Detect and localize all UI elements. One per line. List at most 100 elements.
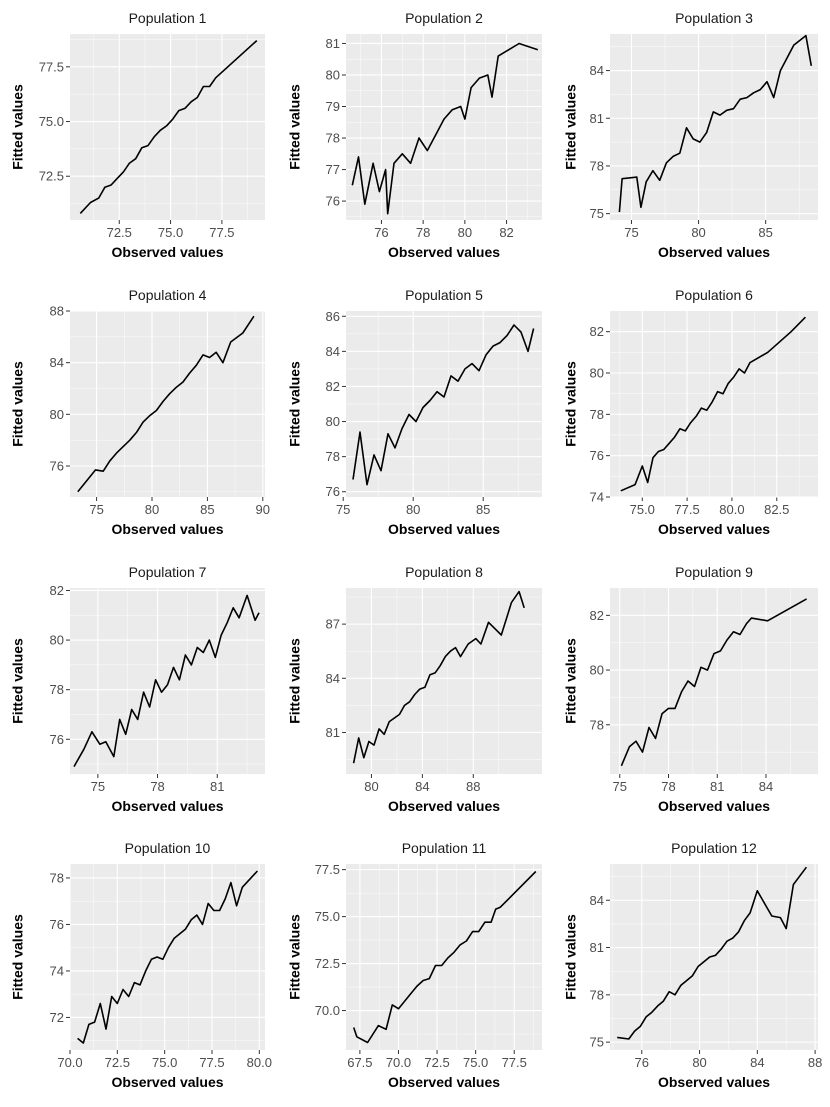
y-tick-label: 84 [50, 355, 64, 370]
panel-11: 67.5 70.0 72.5 75.0 77.5 70.0 72.5 75.0 77.5 Popu… [287, 840, 542, 1090]
panel-5: 75 80 85 76 78 80 82 84 86 Population 5 Observed v… [287, 287, 542, 537]
panel-title: Population 10 [125, 840, 211, 856]
y-axis-label: Fitted values [10, 84, 26, 170]
panel-background [610, 34, 818, 220]
series-line [617, 866, 808, 1040]
panel-title: Population 7 [129, 564, 207, 580]
x-axis-label: Observed values [658, 798, 770, 814]
x-axis-label: Observed values [658, 1074, 770, 1090]
x-tick-label: 77.5 [502, 1055, 527, 1070]
y-tick-label: 76 [50, 459, 64, 474]
y-tick-label: 76 [50, 917, 64, 932]
y-tick-label: 77.5 [315, 862, 340, 877]
x-tick-label: 78 [661, 779, 675, 794]
panel-2: 76 78 80 82 76 77 78 79 80 81 Population 2 Observed… [287, 10, 542, 260]
y-tick-label: 84 [590, 63, 604, 78]
x-axis-label: Observed values [388, 1074, 500, 1090]
y-tick-label: 77.5 [39, 59, 64, 74]
x-tick-label: 78 [416, 225, 430, 240]
y-tick-label: 80 [50, 633, 64, 648]
x-tick-label: 72.5 [105, 1055, 130, 1070]
y-tick-label: 80 [50, 407, 64, 422]
panel-title: Population 5 [405, 287, 483, 303]
y-tick-label: 75 [590, 1035, 604, 1050]
series-line [620, 598, 807, 767]
panel-title: Population 11 [402, 840, 487, 856]
y-tick-label: 75 [590, 206, 604, 221]
panel-4: 75 80 85 90 76 80 84 88 Population 4 Observed val… [10, 287, 270, 537]
x-tick-label: 75.0 [152, 1055, 177, 1070]
y-tick-label: 77 [326, 162, 340, 177]
x-tick-label: 80 [406, 502, 420, 517]
y-tick-label: 76 [50, 732, 64, 747]
y-axis-label: Fitted values [563, 914, 579, 1000]
x-tick-label: 80 [364, 779, 378, 794]
series-line [352, 870, 537, 1044]
y-tick-label: 80 [326, 414, 340, 429]
panel-background [346, 864, 542, 1050]
x-axis-label: Observed values [111, 1074, 223, 1090]
x-tick-label: 85 [476, 502, 490, 517]
x-tick-label: 75 [89, 502, 103, 517]
series-line [352, 324, 535, 486]
x-tick-label: 80.0 [719, 502, 744, 517]
y-tick-label: 80 [590, 366, 604, 381]
y-tick-label: 84 [326, 344, 340, 359]
y-tick-label: 78 [590, 158, 604, 173]
y-tick-label: 82 [590, 324, 604, 339]
series-line [352, 590, 525, 764]
x-axis-label: Observed values [658, 244, 770, 260]
panel-title: Population 1 [129, 10, 207, 26]
panel-title: Population 2 [405, 10, 483, 26]
y-tick-label: 78 [50, 682, 64, 697]
x-tick-label: 72.5 [424, 1055, 449, 1070]
series-line [618, 34, 813, 213]
x-tick-label: 80 [458, 225, 472, 240]
x-tick-label: 84 [759, 779, 773, 794]
series-line [79, 40, 258, 214]
x-axis-label: Observed values [388, 244, 500, 260]
panel-7: 75 78 81 76 78 80 82 Population 7 Observed value… [10, 564, 265, 814]
y-tick-label: 76 [590, 448, 604, 463]
panel-background [70, 864, 265, 1050]
x-tick-label: 88 [466, 779, 480, 794]
series-line [73, 594, 260, 767]
y-tick-label: 72.5 [39, 169, 64, 184]
x-tick-label: 77.5 [199, 1055, 224, 1070]
x-tick-label: 82 [499, 225, 513, 240]
series-line [77, 870, 258, 1044]
panel-8: 80 84 88 81 84 87 Population 8 Observed values F… [287, 564, 542, 814]
y-tick-label: 72.5 [315, 956, 340, 971]
x-tick-label: 80 [145, 502, 159, 517]
x-tick-label: 78 [150, 779, 164, 794]
y-tick-label: 84 [590, 893, 604, 908]
x-tick-label: 85 [200, 502, 214, 517]
y-tick-label: 74 [590, 490, 604, 505]
panel-title: Population 6 [675, 287, 753, 303]
panel-1: 72.5 75.0 77.5 72.5 75.0 77.5 Population 1 Obse… [10, 10, 265, 260]
y-tick-label: 78 [590, 987, 604, 1002]
y-axis-label: Fitted values [287, 638, 303, 724]
y-tick-label: 78 [590, 717, 604, 732]
x-tick-label: 80 [691, 225, 705, 240]
y-tick-label: 78 [590, 407, 604, 422]
y-tick-label: 76 [326, 484, 340, 499]
x-tick-label: 75.0 [630, 502, 655, 517]
y-tick-label: 86 [326, 309, 340, 324]
y-tick-label: 82 [326, 379, 340, 394]
y-tick-label: 88 [50, 304, 64, 319]
panel-background [610, 864, 818, 1050]
series-line [351, 42, 539, 215]
x-tick-label: 75.0 [158, 225, 183, 240]
y-tick-label: 78 [326, 449, 340, 464]
x-tick-label: 80 [692, 1055, 706, 1070]
y-tick-label: 81 [590, 111, 604, 126]
x-tick-label: 82.5 [764, 502, 789, 517]
x-tick-label: 84 [415, 779, 429, 794]
y-tick-label: 81 [326, 36, 340, 51]
x-tick-label: 76 [635, 1055, 649, 1070]
panel-12: 76 80 84 88 75 78 81 84 Population 12 Observed va… [563, 840, 823, 1090]
x-axis-label: Observed values [658, 521, 770, 537]
x-tick-label: 67.5 [347, 1055, 372, 1070]
